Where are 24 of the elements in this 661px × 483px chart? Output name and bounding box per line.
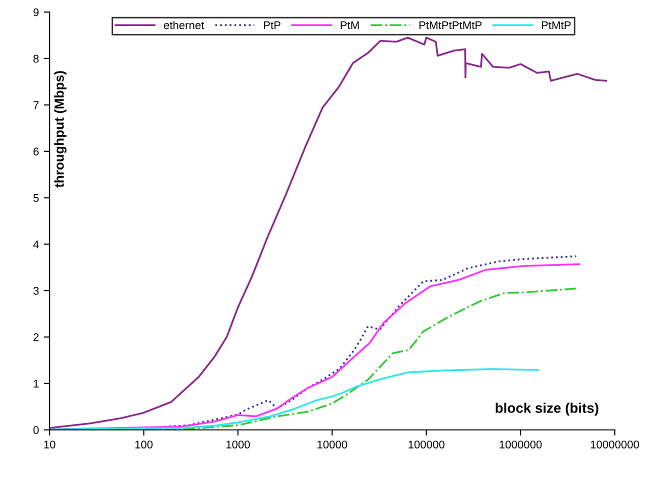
- x-tick-label: 1000: [226, 440, 250, 448]
- x-tick-label: 1000000: [500, 440, 542, 448]
- y-tick-label: 3: [33, 286, 39, 295]
- y-tick-label: 2: [34, 333, 39, 342]
- y-tick-label: 1: [34, 380, 39, 388]
- legend-label: PtMtP: [542, 21, 571, 30]
- x-tick-label: 100000: [408, 440, 444, 448]
- x-tick-label: 10000000: [590, 440, 640, 448]
- y-axis-title: throughput (Mbps): [54, 71, 67, 188]
- legend-label: PtP: [264, 21, 280, 30]
- y-tick-label: 0: [33, 426, 39, 434]
- y-tick-label: 9: [34, 8, 39, 16]
- y-tick-label: 4: [33, 240, 39, 248]
- x-tick-label: 10000: [318, 440, 348, 448]
- x-axis-title: block size (bits): [496, 402, 598, 416]
- y-tick-label: 8: [33, 54, 39, 63]
- y-tick-label: 7: [34, 101, 39, 109]
- legend-label: ethernet: [164, 20, 204, 30]
- y-tick-label: 5: [33, 194, 39, 202]
- legend-label: PtMtPtPtMtP: [419, 21, 482, 30]
- y-tick-label: 6: [34, 148, 39, 156]
- x-tick-label: 10: [44, 440, 56, 448]
- legend-label: PtM: [340, 21, 359, 30]
- x-tick-label: 100: [135, 440, 153, 448]
